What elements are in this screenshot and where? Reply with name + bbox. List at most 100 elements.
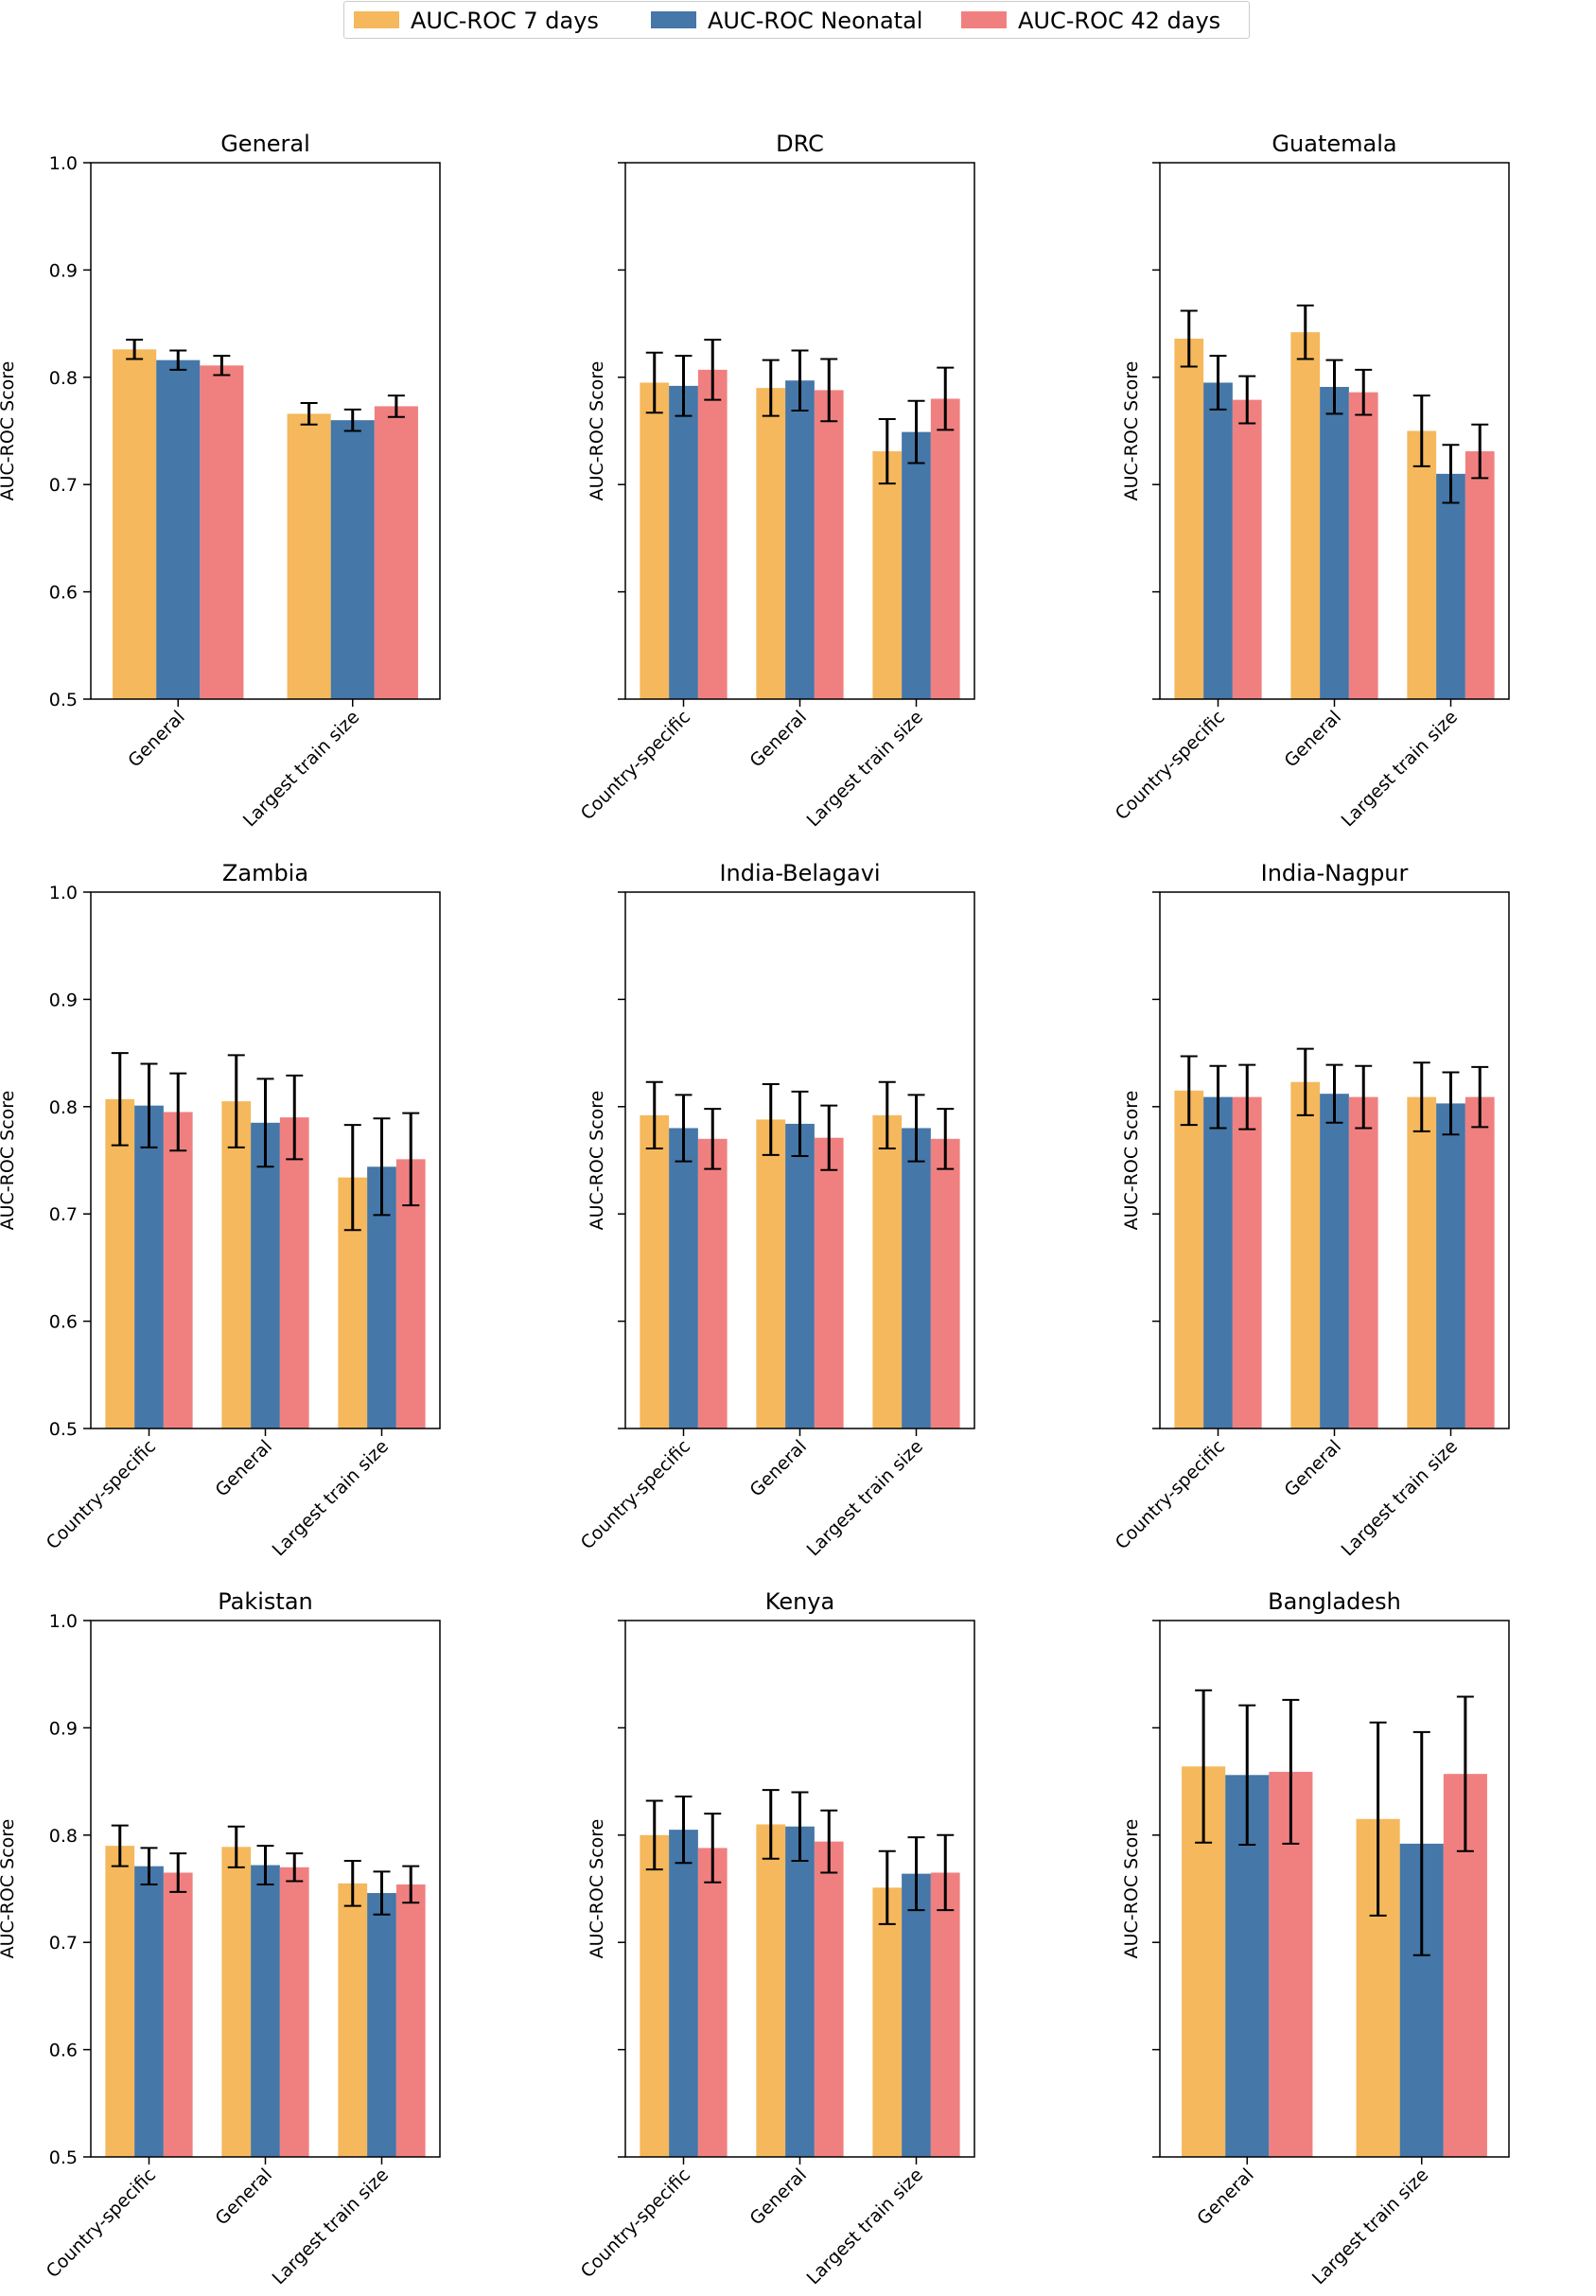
chart-zambia-bar-general-0 (221, 1101, 252, 1428)
legend-label-7-days: AUC-ROC 7 days (411, 8, 599, 34)
chart-pakistan-bar-country-specific-1 (134, 1866, 164, 2157)
chart-guatemala-xtick-label: Country-specific (1112, 707, 1229, 824)
chart-zambia-xtick-label: General (212, 1436, 277, 1501)
chart-zambia-bar-country-specific-0 (105, 1098, 135, 1428)
chart-kenya-bar-general-0 (756, 1824, 786, 2157)
chart-bangladesh-frame (1159, 1620, 1510, 2158)
chart-kenya-xtick-label: General (746, 2165, 812, 2230)
chart-pakistan-ylabel: AUC-ROC Score (0, 1819, 18, 1959)
chart-guatemala-ylabel: AUC-ROC Score (1121, 361, 1142, 501)
chart-zambia-title: Zambia (222, 860, 308, 886)
chart-zambia-bar-general-1 (251, 1122, 280, 1428)
chart-india-nagpur-xtick-label: Country-specific (1112, 1436, 1229, 1553)
chart-drc-xtick-label: Country-specific (577, 707, 694, 824)
chart-guatemala: Guatemala AUC-ROC Score Country-specific Ge… (1112, 131, 1510, 831)
chart-india-nagpur-bar-largest-train-size-1 (1436, 1103, 1465, 1428)
chart-india-nagpur-bar-general-0 (1290, 1081, 1321, 1428)
chart-drc-bar-largest-train-size-1 (902, 431, 931, 699)
chart-kenya-ylabel: AUC-ROC Score (587, 1819, 607, 1959)
chart-drc-bar-country-specific-2 (697, 369, 728, 699)
chart-pakistan-ytick-label: 0.6 (49, 2041, 78, 2061)
chart-zambia-bar-country-specific-2 (163, 1112, 193, 1428)
chart-general-ytick-label: 0.7 (49, 475, 78, 496)
chart-general-ylabel: AUC-ROC Score (0, 361, 18, 501)
chart-india-nagpur: India-Nagpur AUC-ROC Score Country-specifi… (1112, 860, 1510, 1560)
chart-india-nagpur-xtick-label: Largest train size (1338, 1436, 1462, 1560)
chart-zambia: Zambia 0.5 0.6 0.7 0.8 0.9 1.0 AUC-ROC Score Cou… (0, 860, 441, 1560)
chart-guatemala-bar-country-specific-2 (1232, 399, 1262, 699)
chart-general-bar-largest-train-size-0 (287, 413, 331, 699)
chart-kenya-bar-general-2 (814, 1841, 844, 2157)
chart-pakistan: Pakistan 0.5 0.6 0.7 0.8 0.9 1.0 AUC-ROC Score C… (0, 1588, 441, 2288)
chart-kenya-bar-country-specific-2 (697, 1848, 728, 2157)
chart-india-belagavi: India-Belagavi AUC-ROC Score Country-speci… (577, 860, 975, 1560)
legend-label-42-days: AUC-ROC 42 days (1018, 8, 1221, 34)
chart-india-belagavi-xtick-label: General (746, 1436, 812, 1501)
chart-guatemala-title: Guatemala (1272, 131, 1396, 157)
chart-pakistan-bar-largest-train-size-1 (367, 1893, 396, 2157)
chart-zambia-ytick-label: 1.0 (49, 883, 78, 903)
chart-pakistan-xtick-label: General (212, 2165, 277, 2230)
chart-india-belagavi-bar-general-2 (814, 1137, 844, 1428)
chart-pakistan-ytick-label: 1.0 (49, 1611, 78, 1632)
chart-kenya: Kenya AUC-ROC Score Country-specific Genera… (577, 1588, 975, 2288)
chart-general: General 0.5 0.6 0.7 0.8 0.9 1.0 AUC-ROC Score Ge… (0, 131, 441, 831)
chart-india-belagavi-ylabel: AUC-ROC Score (587, 1091, 607, 1231)
chart-india-belagavi-bar-country-specific-2 (697, 1138, 728, 1428)
chart-india-nagpur-frame (1159, 891, 1510, 1429)
chart-pakistan-bar-largest-train-size-2 (395, 1884, 426, 2157)
chart-drc-bar-general-1 (785, 380, 815, 699)
chart-kenya-title: Kenya (765, 1588, 834, 1615)
chart-drc-bar-general-2 (814, 390, 844, 699)
legend-swatch-42-days (961, 11, 1007, 28)
chart-bangladesh-xtick-label: Largest train size (1308, 2165, 1432, 2288)
chart-pakistan-xtick-label: Country-specific (43, 2165, 160, 2282)
chart-drc-frame (624, 162, 975, 700)
chart-pakistan-title: Pakistan (218, 1588, 313, 1615)
chart-pakistan-ytick-label: 0.8 (49, 1826, 78, 1847)
chart-drc: DRC AUC-ROC Score Country-specific GeneralL… (577, 131, 975, 831)
chart-pakistan-ytick-label: 0.5 (49, 2147, 78, 2168)
chart-general-ytick-label: 0.5 (49, 690, 78, 710)
chart-india-belagavi-xtick-label: Country-specific (577, 1436, 694, 1553)
chart-india-belagavi-xtick-label: Largest train size (803, 1436, 927, 1560)
chart-guatemala-bar-largest-train-size-0 (1407, 430, 1437, 699)
chart-general-ytick-label: 0.8 (49, 368, 78, 389)
chart-guatemala-bar-country-specific-1 (1203, 382, 1233, 699)
chart-bangladesh-ylabel: AUC-ROC Score (1121, 1819, 1142, 1959)
chart-india-belagavi-bar-general-1 (785, 1123, 815, 1428)
chart-india-belagavi-frame (624, 891, 975, 1429)
chart-guatemala-bar-largest-train-size-2 (1464, 451, 1495, 699)
chart-zambia-ytick-label: 0.7 (49, 1204, 78, 1225)
chart-drc-xtick-label: Largest train size (803, 707, 927, 831)
chart-zambia-frame (90, 891, 441, 1429)
chart-general-ytick-label: 0.6 (49, 583, 78, 604)
chart-guatemala-xtick-label: General (1281, 707, 1346, 772)
chart-pakistan-ytick-label: 0.7 (49, 1933, 78, 1954)
chart-drc-bar-general-0 (756, 388, 786, 699)
chart-bangladesh-title: Bangladesh (1268, 1588, 1401, 1615)
legend: AUC-ROC 7 days AUC-ROC Neonatal AUC-ROC … (343, 1, 1250, 39)
chart-zambia-ytick-label: 0.5 (49, 1419, 78, 1440)
chart-india-nagpur-bar-country-specific-0 (1174, 1090, 1204, 1428)
chart-india-belagavi-bar-country-specific-0 (640, 1114, 670, 1428)
chart-india-belagavi-bar-general-0 (756, 1119, 786, 1428)
chart-guatemala-frame (1159, 162, 1510, 700)
chart-kenya-bar-country-specific-1 (669, 1830, 698, 2157)
chart-india-belagavi-bar-largest-train-size-1 (902, 1128, 931, 1428)
chart-drc-xtick-label: General (746, 707, 812, 772)
legend-label-neonatal: AUC-ROC Neonatal (708, 8, 923, 34)
chart-zambia-bar-country-specific-1 (134, 1105, 164, 1428)
chart-guatemala-bar-general-1 (1320, 387, 1349, 699)
chart-pakistan-bar-general-1 (251, 1865, 280, 2157)
chart-kenya-bar-general-1 (785, 1826, 815, 2157)
chart-kenya-bar-largest-train-size-1 (902, 1873, 931, 2157)
chart-drc-bar-country-specific-1 (669, 385, 698, 699)
chart-kenya-xtick-label: Country-specific (577, 2165, 694, 2282)
chart-guatemala-bar-general-0 (1290, 332, 1321, 699)
chart-general-xtick-label: Largest train size (239, 707, 363, 831)
chart-general-ytick-label: 1.0 (49, 153, 78, 174)
chart-pakistan-frame (90, 1620, 441, 2158)
chart-india-belagavi-bar-largest-train-size-0 (872, 1114, 903, 1428)
